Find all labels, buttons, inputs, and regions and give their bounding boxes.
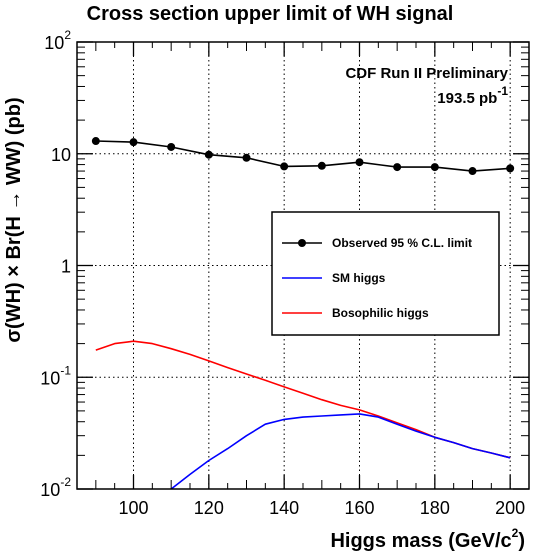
annotation-line2: 193.5 pb-1 bbox=[437, 84, 508, 107]
x-axis-label: Higgs mass (GeV/c2) bbox=[330, 526, 525, 552]
series-lines bbox=[91, 137, 515, 490]
data-point-observed-95-c-l-limit bbox=[317, 161, 326, 170]
legend: Observed 95 % C.L. limit SM higgs Bosoph… bbox=[271, 211, 500, 336]
x-tick-label: 160 bbox=[344, 498, 374, 518]
legend-box bbox=[271, 211, 500, 336]
x-tick-label: 180 bbox=[420, 498, 450, 518]
y-tick-label-exp: -1 bbox=[60, 363, 71, 377]
data-point-observed-95-c-l-limit bbox=[393, 163, 402, 172]
y-tick-label: 10-1 bbox=[40, 363, 71, 388]
data-point-observed-95-c-l-limit bbox=[129, 138, 138, 147]
y-axis-label: σ(WH) × Br(H → WW) (pb) bbox=[3, 97, 25, 342]
x-tick-label: 120 bbox=[194, 498, 224, 518]
x-axis-label-close: ) bbox=[518, 530, 525, 552]
data-point-observed-95-c-l-limit bbox=[430, 163, 439, 172]
x-axis-label-sup: 2 bbox=[512, 526, 519, 540]
x-tick-label: 200 bbox=[495, 498, 525, 518]
x-tick-label: 140 bbox=[269, 498, 299, 518]
data-point-observed-95-c-l-limit bbox=[506, 164, 515, 173]
y-tick-label-base: 10 bbox=[44, 33, 64, 53]
annotation-line2-base: 193.5 pb bbox=[437, 90, 497, 107]
data-point-observed-95-c-l-limit bbox=[355, 158, 364, 167]
y-tick-label-base: 1 bbox=[61, 257, 71, 277]
y-tick-label-exp: -2 bbox=[60, 475, 71, 489]
y-tick-label-base: 10 bbox=[40, 480, 60, 500]
data-point-observed-95-c-l-limit bbox=[280, 162, 289, 171]
annotation-line1: CDF Run II Preliminary bbox=[345, 65, 508, 82]
series-line-observed-95-c-l-limit bbox=[95, 140, 511, 172]
annotation: CDF Run II Preliminary 193.5 pb-1 bbox=[345, 65, 508, 107]
annotation-line2-sup: -1 bbox=[497, 84, 508, 98]
legend-label-observed: Observed 95 % C.L. limit bbox=[332, 236, 472, 250]
y-tick-label-exp: 2 bbox=[64, 28, 71, 42]
y-tick-label-base: 10 bbox=[51, 145, 71, 165]
data-point-observed-95-c-l-limit bbox=[468, 167, 477, 176]
y-tick-label: 10 bbox=[51, 145, 71, 165]
y-tick-label: 10-2 bbox=[40, 475, 71, 500]
legend-label-sm: SM higgs bbox=[332, 271, 386, 285]
series-line-sm-higgs bbox=[170, 413, 511, 490]
legend-marker-observed bbox=[298, 239, 306, 247]
x-axis-label-main: Higgs mass (GeV/c bbox=[330, 530, 511, 552]
y-tick-label: 102 bbox=[44, 28, 71, 53]
x-tick-label: 100 bbox=[118, 498, 148, 518]
y-tick-label: 1 bbox=[61, 257, 71, 277]
data-point-observed-95-c-l-limit bbox=[91, 137, 100, 146]
data-point-observed-95-c-l-limit bbox=[204, 150, 213, 159]
data-point-observed-95-c-l-limit bbox=[167, 142, 176, 151]
chart-title: Cross section upper limit of WH signal bbox=[87, 3, 454, 25]
data-point-observed-95-c-l-limit bbox=[242, 153, 251, 162]
legend-label-bosophilic: Bosophilic higgs bbox=[332, 306, 429, 320]
y-tick-label-base: 10 bbox=[40, 368, 60, 388]
